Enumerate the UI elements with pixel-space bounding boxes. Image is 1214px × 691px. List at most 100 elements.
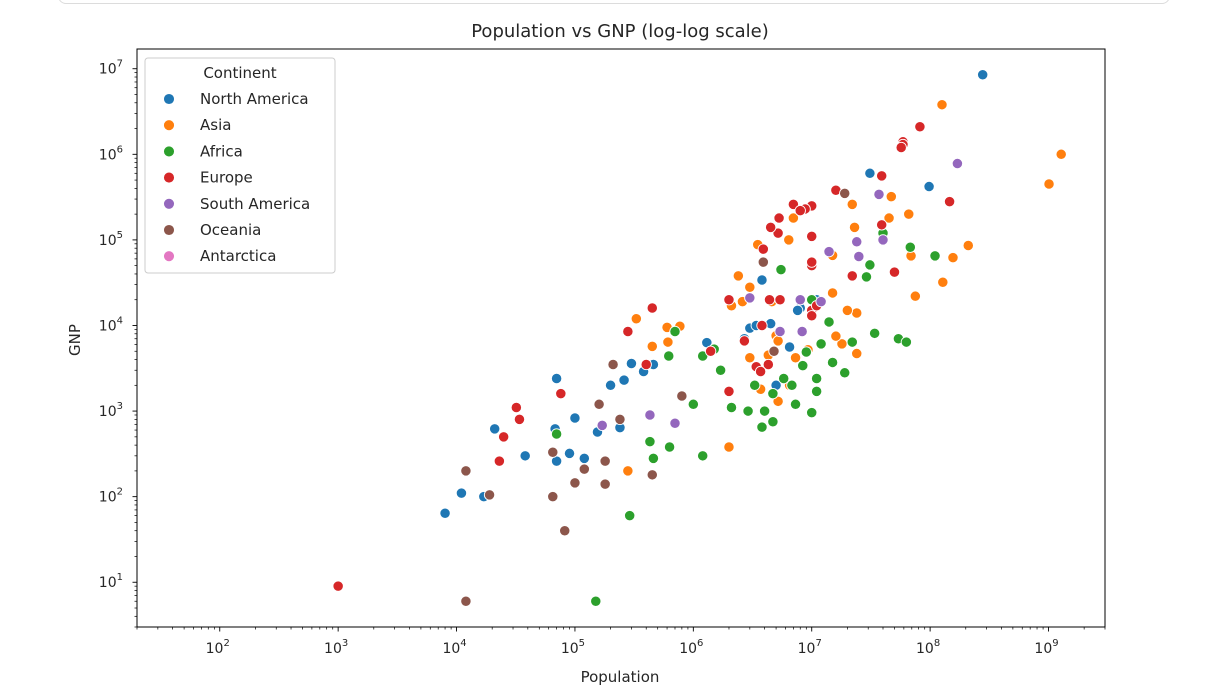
y-tick-label: 102 [99, 487, 123, 506]
chart-title: Population vs GNP (log-log scale) [471, 21, 769, 42]
data-point [772, 335, 784, 347]
data-point [332, 580, 344, 592]
data-point [547, 446, 559, 458]
data-point [773, 212, 785, 224]
data-point [732, 270, 744, 282]
data-point [578, 463, 590, 475]
data-point [883, 212, 895, 224]
data-point [697, 450, 709, 462]
x-tick-label: 107 [798, 638, 822, 657]
data-point [493, 455, 506, 467]
data-point [625, 357, 638, 370]
data-point [758, 405, 771, 417]
data-point [754, 365, 767, 378]
x-tick-label: 104 [442, 638, 466, 657]
y-axis-label: GNP [66, 324, 84, 356]
data-point [604, 379, 617, 391]
data-point [860, 271, 873, 283]
data-point [923, 180, 935, 193]
data-point [787, 212, 800, 224]
y-tick-label: 101 [99, 572, 123, 591]
x-tick-label: 103 [324, 638, 348, 657]
data-point [439, 507, 451, 519]
data-point [796, 325, 808, 338]
legend-marker [163, 119, 175, 132]
legend-label: Africa [200, 142, 243, 160]
data-point [885, 191, 897, 203]
data-point [563, 447, 576, 460]
data-point [876, 219, 888, 231]
data-point [644, 435, 656, 448]
data-point [826, 287, 839, 299]
legend-label: Asia [200, 116, 231, 134]
data-point [669, 325, 681, 338]
legend-marker [163, 224, 175, 236]
data-point [768, 345, 780, 357]
data-point [853, 250, 865, 263]
data-point [864, 167, 876, 179]
data-point [599, 478, 611, 490]
data-point [909, 290, 921, 302]
data-point [742, 405, 754, 417]
data-point [550, 372, 563, 385]
data-point [647, 452, 660, 465]
data-point [772, 227, 784, 239]
data-point [841, 304, 854, 317]
data-point [848, 221, 861, 234]
data-point [460, 595, 472, 607]
data-point [614, 413, 626, 426]
data-point [763, 294, 776, 306]
data-point [951, 157, 964, 170]
data-point [806, 406, 818, 419]
data-point [791, 304, 804, 317]
data-point [483, 489, 496, 501]
data-point [774, 325, 786, 338]
data-point [1055, 148, 1067, 160]
legend: Continent North America Asia Africa Europe So… [144, 57, 336, 274]
data-point [765, 221, 777, 234]
x-tick-label: 102 [206, 638, 230, 657]
data-point [904, 241, 916, 253]
data-point [630, 313, 642, 325]
legend-label: South America [200, 195, 310, 213]
data-point [590, 595, 602, 607]
data-point [510, 401, 522, 414]
data-point [662, 336, 674, 348]
data-point [846, 198, 858, 211]
data-point [455, 487, 468, 499]
data-point [767, 416, 779, 428]
data-point [757, 256, 769, 268]
y-tick-label: 106 [99, 144, 123, 163]
data-point [596, 419, 608, 432]
legend-label: Antarctica [200, 247, 276, 265]
legend-marker [163, 93, 175, 105]
data-point [599, 455, 611, 467]
data-point [640, 358, 652, 371]
data-point [723, 385, 735, 397]
data-point [646, 340, 658, 353]
data-point [794, 204, 806, 217]
data-point [794, 294, 806, 306]
data-point [550, 428, 563, 440]
data-point [806, 310, 818, 322]
data-point [569, 477, 581, 489]
data-point [778, 372, 790, 385]
data-point [744, 352, 756, 364]
x-tick-label: 108 [916, 638, 940, 657]
data-point [900, 336, 913, 348]
data-point [830, 330, 842, 342]
data-point [704, 345, 717, 357]
data-point [744, 281, 756, 293]
data-point [873, 188, 885, 201]
data-point [806, 256, 818, 268]
data-point [846, 336, 858, 348]
data-point [547, 491, 559, 503]
data-point [676, 390, 688, 402]
data-point [789, 352, 802, 364]
data-point [947, 252, 959, 264]
data-point [749, 379, 761, 391]
legend-label: Europe [200, 169, 253, 187]
x-tick-label: 105 [561, 638, 585, 657]
data-point [569, 412, 581, 424]
data-point [783, 341, 796, 353]
